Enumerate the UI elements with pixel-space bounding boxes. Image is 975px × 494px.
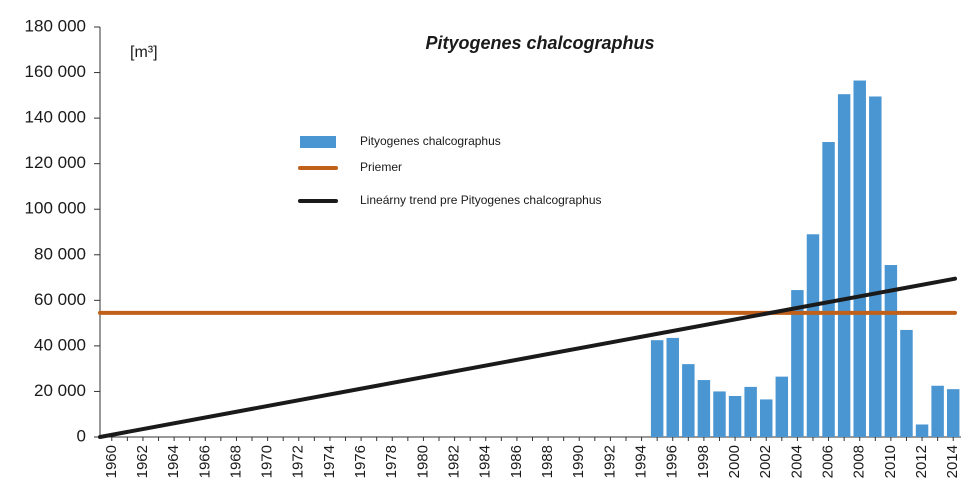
x-tick-label: 1994 [633,445,650,478]
x-tick-label: 1964 [165,445,182,478]
bar [822,142,835,437]
x-tick-label: 1966 [196,445,213,478]
x-tick-label: 1982 [446,445,463,478]
bar [837,94,851,437]
x-tick-label: 1992 [601,445,618,478]
bar [759,399,773,437]
bar [791,290,804,437]
x-tick-label: 1996 [664,445,681,478]
bar [946,389,960,437]
x-tick-label: 2002 [757,445,774,478]
bar [884,265,898,437]
y-tick-label: 40 000 [34,335,86,354]
y-tick-label: 80 000 [34,244,86,263]
bar [697,380,711,437]
x-tick-label: 2012 [913,445,930,478]
bar [682,364,695,437]
legend-label: Lineárny trend pre Pityogenes chalcograp… [360,193,602,207]
x-tick-label: 1968 [227,445,244,478]
legend-label: Priemer [360,160,402,174]
x-tick-label: 1970 [259,445,276,478]
y-tick-label: 100 000 [25,199,86,218]
x-tick-label: 1972 [290,445,307,478]
bar [869,96,882,437]
y-tick-label: 180 000 [25,16,86,35]
x-tick-label: 1962 [134,445,151,478]
y-tick-label: 20 000 [34,381,86,400]
x-tick-label: 1984 [477,445,494,478]
bar [900,329,913,437]
x-tick-label: 1998 [695,445,712,478]
bar [853,80,866,438]
line [98,276,957,439]
chart-title: Pityogenes chalcographus [425,33,654,53]
y-tick-label: 140 000 [25,108,86,127]
x-tick-label: 1986 [508,445,525,478]
bar [931,385,944,437]
legend-label: Pityogenes chalcographus [360,134,501,148]
x-tick-label: 2010 [882,445,899,478]
legend-swatch [300,136,336,148]
y-tick-label: 60 000 [34,290,86,309]
bar [650,340,664,437]
x-tick-label: 1960 [103,445,120,478]
x-tick-label: 1980 [414,445,431,478]
x-tick-label: 1974 [321,445,338,478]
bar [806,234,820,437]
x-tick-label: 1988 [539,445,556,478]
y-tick-label: 120 000 [25,153,86,172]
x-tick-label: 1990 [570,445,587,478]
x-tick-label: 2014 [944,445,961,478]
x-tick-label: 2000 [726,445,743,478]
bar [666,337,679,437]
y-axis-label: [m³] [130,44,158,61]
y-tick-label: 0 [77,426,86,445]
x-tick-label: 2004 [788,445,805,478]
bar [713,391,726,437]
x-tick-label: 1976 [352,445,369,478]
x-tick-label: 2006 [820,445,837,478]
bar [728,396,742,437]
y-tick-label: 160 000 [25,62,86,81]
bar [775,376,789,437]
x-tick-label: 1978 [383,445,400,478]
bar [915,424,929,437]
x-tick-label: 2008 [851,445,868,478]
bar [744,386,757,437]
